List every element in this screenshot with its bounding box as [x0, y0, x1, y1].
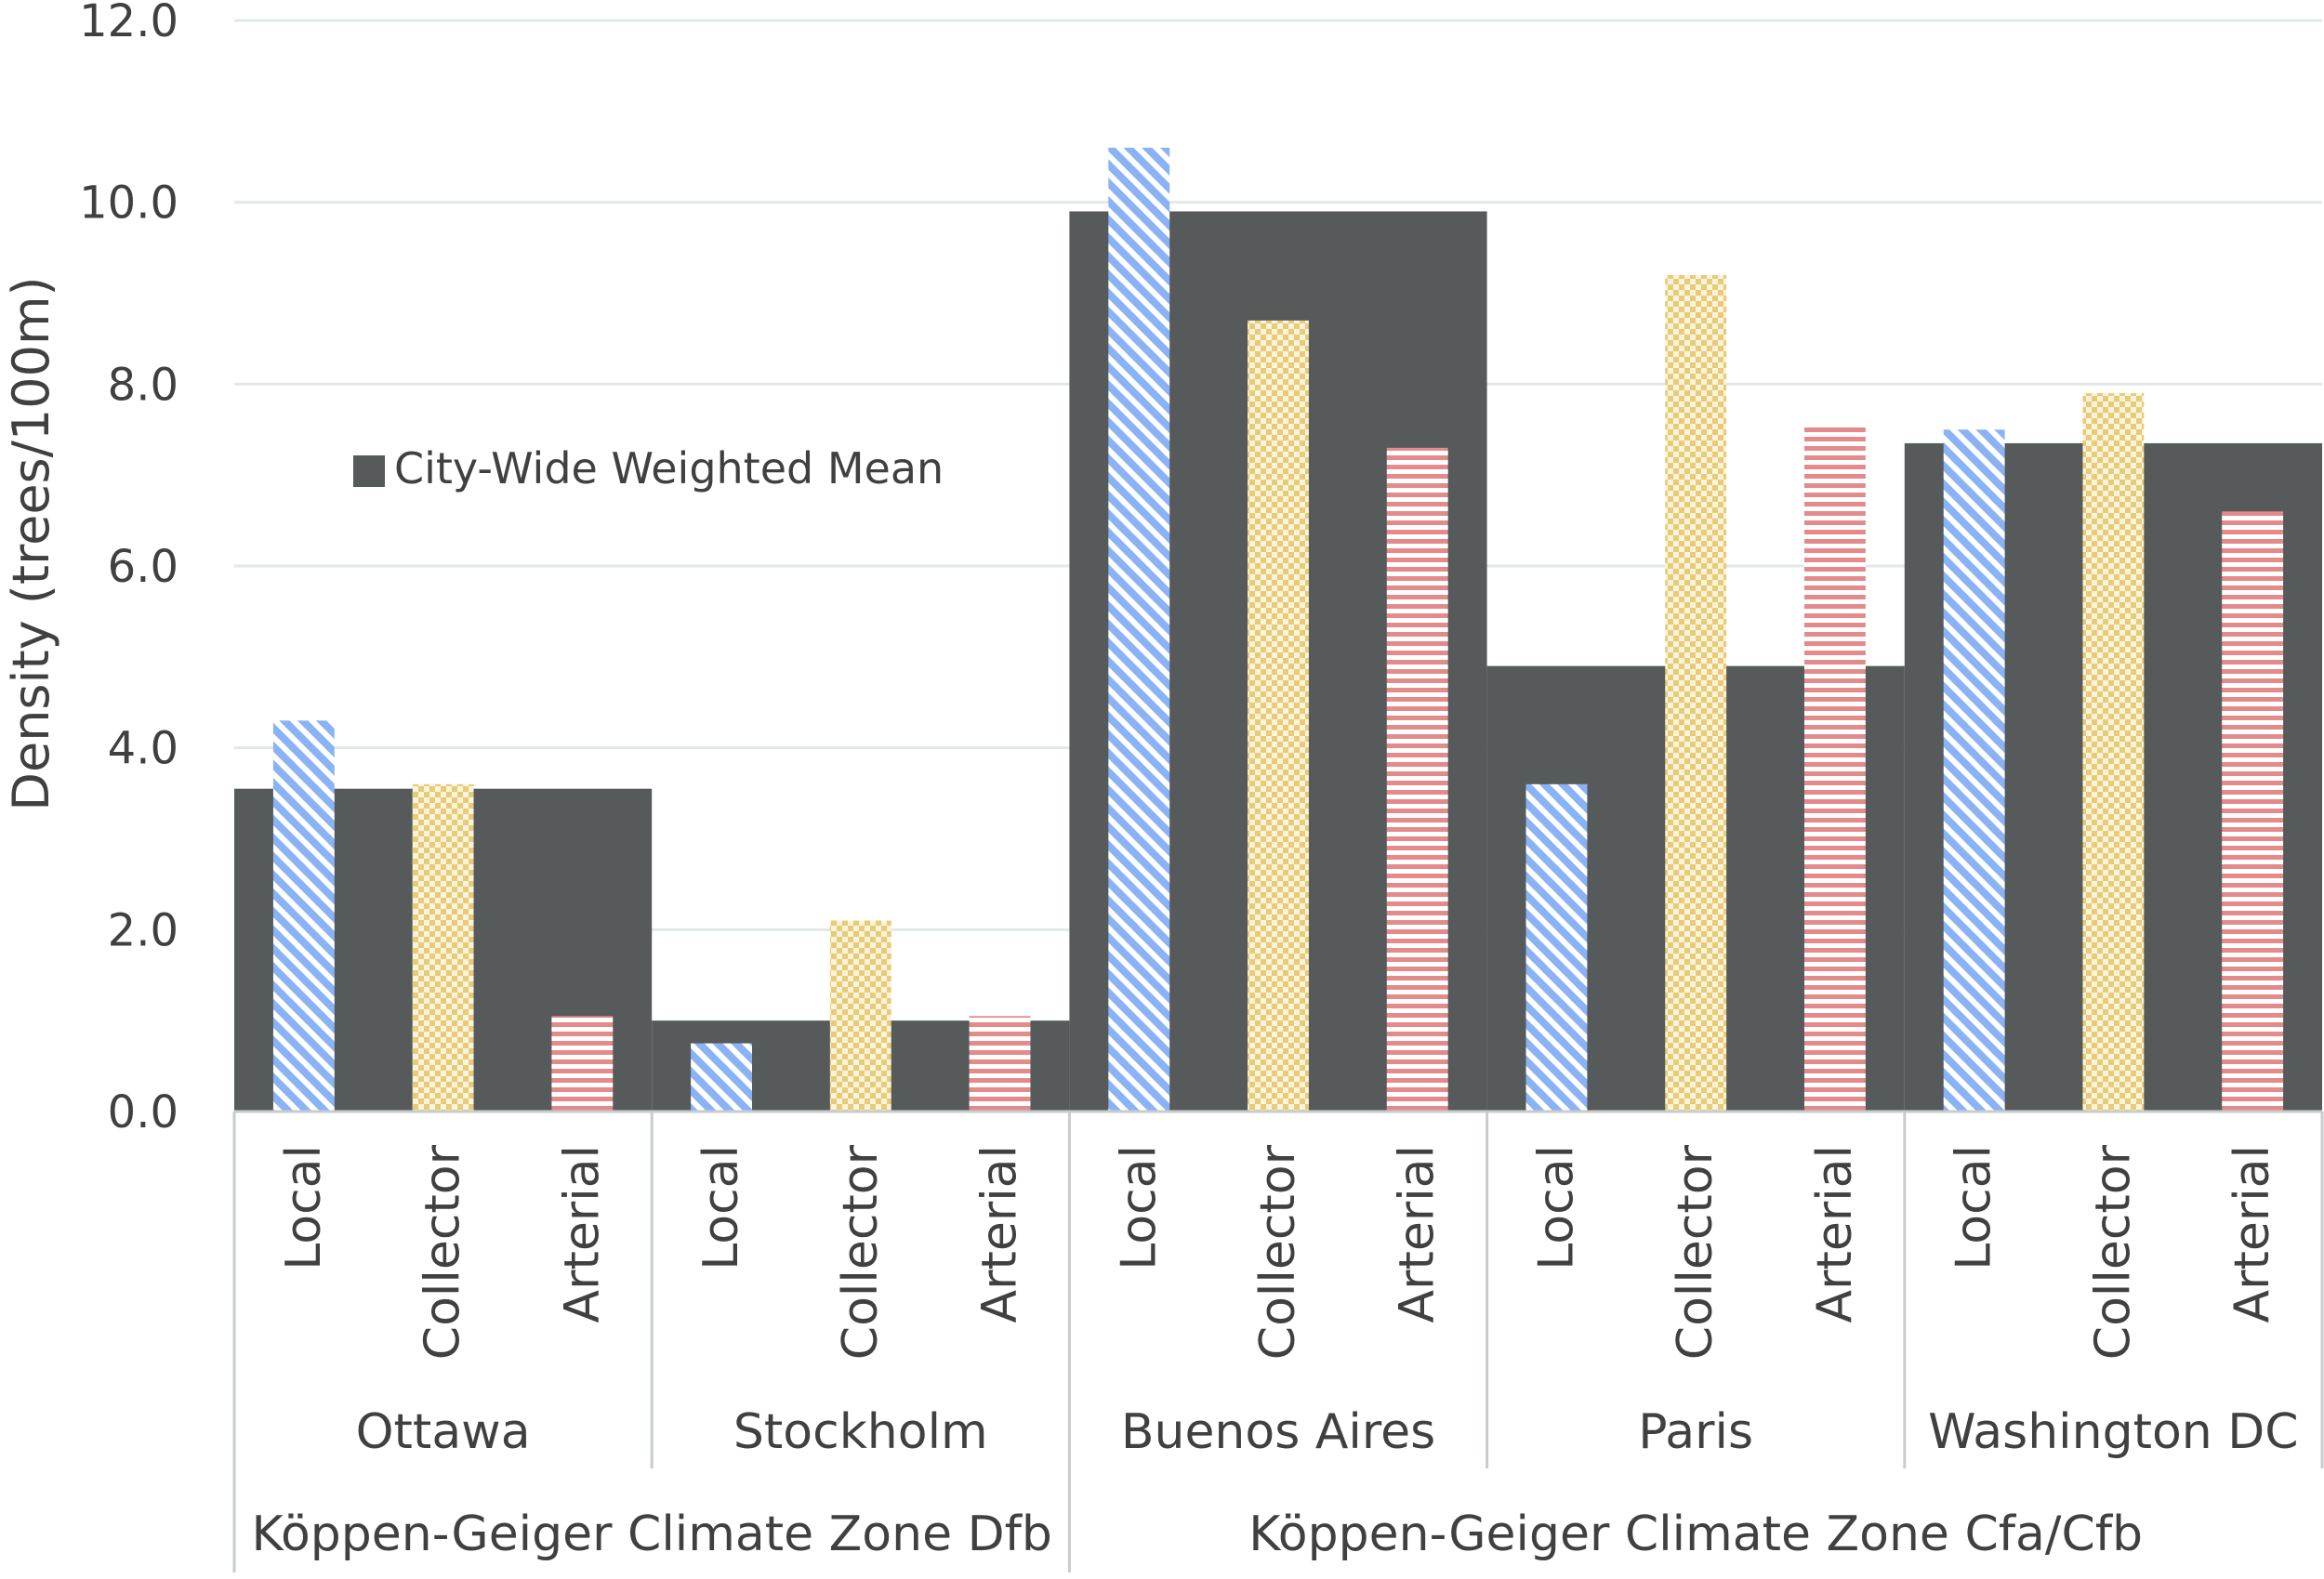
legend: City-Wide Weighted Mean	[353, 443, 944, 493]
y-tick-label: 8.0	[108, 359, 178, 411]
bar-collector-buenos-aires	[1248, 320, 1309, 1112]
road-type-label: Local	[276, 1145, 332, 1270]
climate-zone-label: Köppen-Geiger Climate Zone Cfa/Cfb	[1248, 1507, 2143, 1562]
legend-swatch-mean	[353, 455, 385, 487]
climate-zone-label: Köppen-Geiger Climate Zone Dfb	[251, 1507, 1052, 1562]
bar-arterial-buenos-aires	[1386, 447, 1448, 1112]
road-type-label: Collector	[416, 1144, 471, 1360]
road-type-label: Arterial	[1390, 1145, 1446, 1322]
y-axis-title: Density (trees/100m)	[2, 276, 60, 810]
bar-arterial-paris	[1803, 425, 1866, 1112]
bar-local-stockholm	[691, 1043, 753, 1112]
city-label: Buenos Aires	[1121, 1404, 1435, 1460]
road-type-label: Local	[1947, 1145, 2002, 1270]
y-tick-label: 0.0	[108, 1086, 178, 1138]
road-type-label: Arterial	[972, 1145, 1028, 1322]
road-type-label: Collector	[2085, 1144, 2141, 1360]
bar-local-buenos-aires	[1108, 147, 1170, 1112]
city-label: Paris	[1638, 1404, 1753, 1460]
category-axis: Local Collector Arterial Ottawa Local Collect…	[232, 1110, 2324, 1572]
y-axis-ticks: 0.0 2.0 4.0 6.0 8.0 10.0 12.0	[79, 0, 178, 1138]
road-type-label: Collector	[1668, 1144, 1723, 1360]
bar-arterial-ottawa	[551, 1016, 614, 1112]
road-type-label: Collector	[1250, 1144, 1306, 1360]
road-type-label: Arterial	[1807, 1145, 1863, 1322]
bar-collector-stockholm	[829, 920, 891, 1112]
bar-arterial-stockholm	[969, 1016, 1031, 1112]
bar-collector-paris	[1665, 274, 1727, 1112]
bar-collector-washington-dc	[2082, 393, 2145, 1112]
road-type-label: Local	[693, 1145, 749, 1270]
bar-arterial-washington-dc	[2222, 511, 2284, 1112]
bar-local-washington-dc	[1943, 429, 2005, 1112]
y-tick-label: 6.0	[108, 541, 178, 593]
road-type-label: Arterial	[554, 1145, 610, 1322]
road-type-label: Local	[1528, 1145, 1584, 1270]
road-type-label: Collector	[833, 1144, 889, 1360]
y-tick-label: 2.0	[108, 904, 178, 956]
city-label: Ottawa	[356, 1404, 531, 1460]
y-tick-label: 10.0	[79, 178, 178, 230]
road-type-bars	[272, 147, 2284, 1112]
city-label: Stockholm	[733, 1404, 988, 1460]
road-type-label: Local	[1111, 1145, 1167, 1270]
bar-local-paris	[1525, 783, 1588, 1112]
bar-collector-ottawa	[412, 783, 474, 1112]
city-label: Washington DC	[1928, 1404, 2298, 1460]
road-type-label: Arterial	[2225, 1145, 2280, 1322]
y-tick-label: 4.0	[108, 723, 178, 775]
legend-label-mean: City-Wide Weighted Mean	[394, 443, 944, 493]
y-tick-label: 12.0	[79, 0, 178, 47]
bar-local-ottawa	[272, 720, 335, 1112]
